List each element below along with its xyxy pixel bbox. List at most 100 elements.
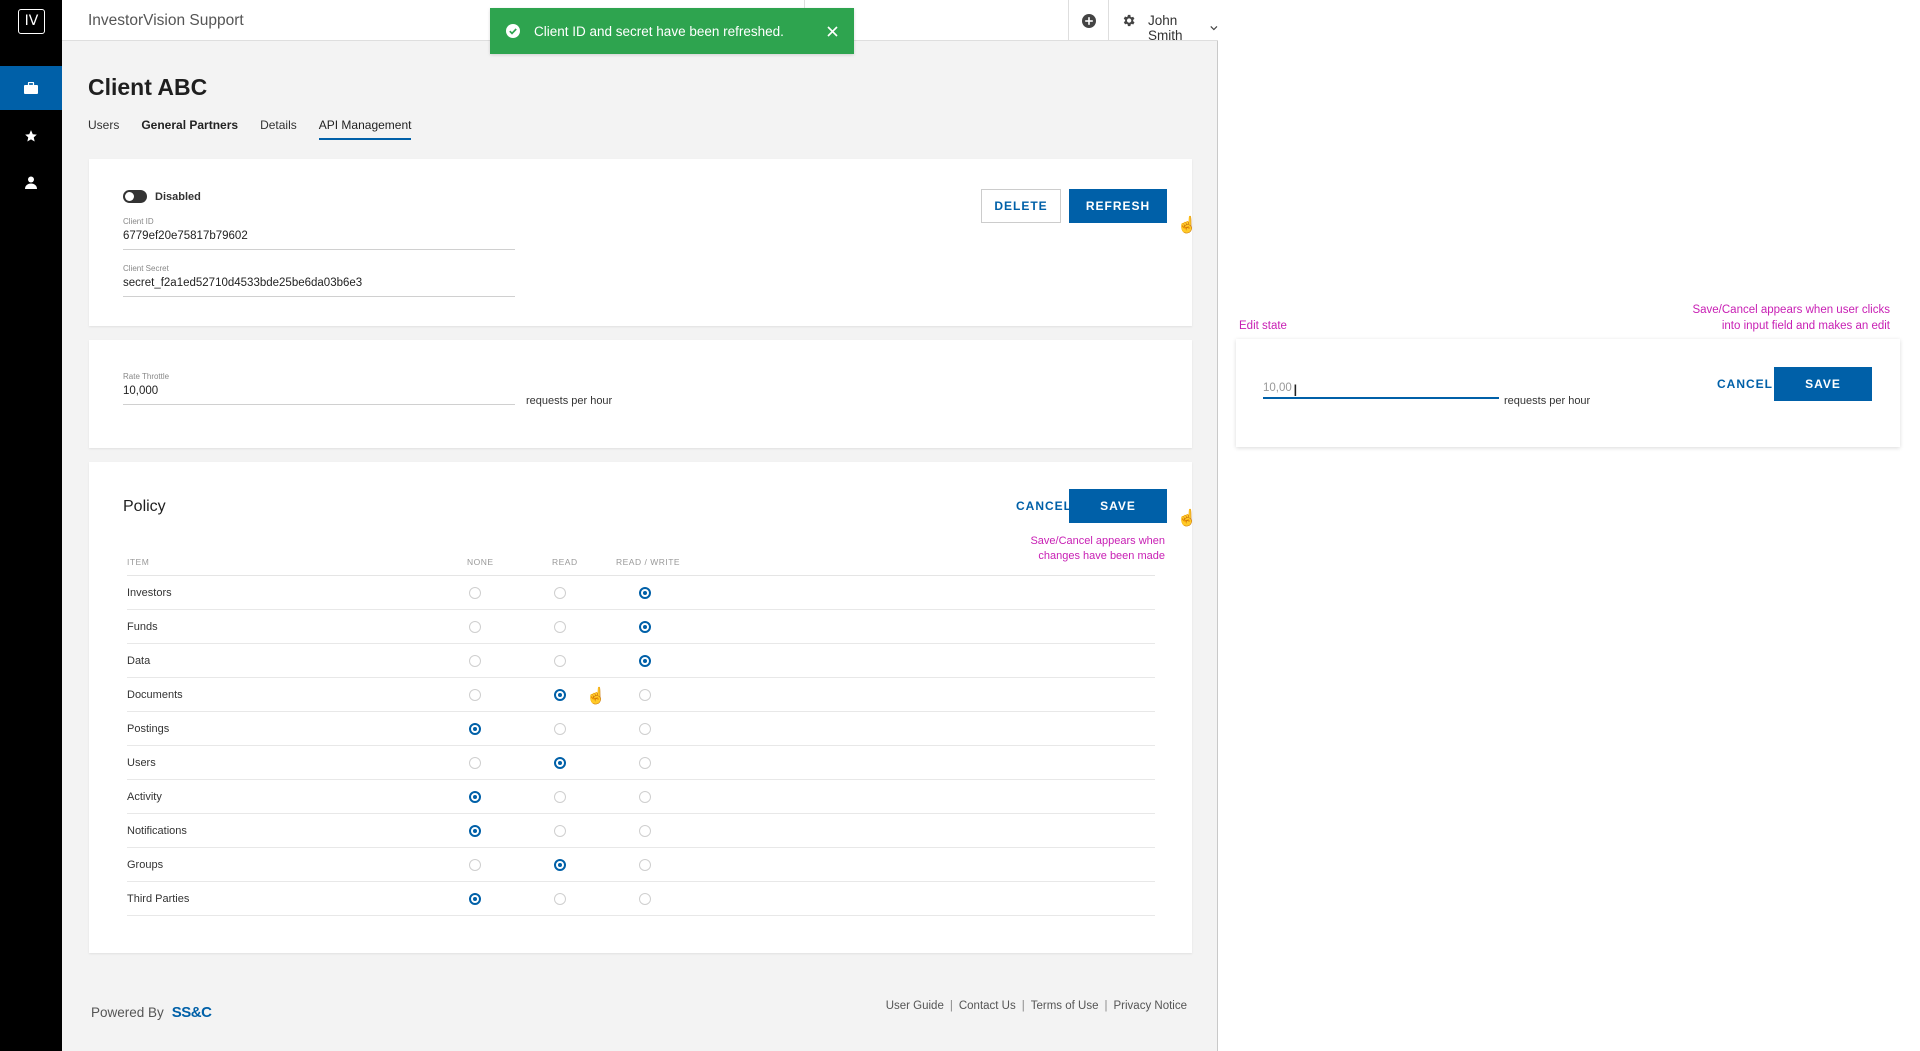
radio-read-write[interactable] <box>639 791 651 803</box>
radio-read[interactable] <box>554 757 566 769</box>
table-header: ITEM NONE READ READ / WRITE <box>127 552 1155 576</box>
radio-read-write[interactable] <box>639 689 651 701</box>
tab-users[interactable]: Users <box>88 118 120 132</box>
search-input[interactable] <box>839 13 1039 28</box>
settings-button[interactable] <box>1108 0 1148 41</box>
radio-none[interactable] <box>469 655 481 667</box>
edit-throttle-input[interactable]: 10,00 <box>1263 382 1499 399</box>
rate-throttle-value[interactable]: 10,000 <box>123 385 159 397</box>
radio-read[interactable] <box>554 655 566 667</box>
policy-item-label: Data <box>127 655 151 667</box>
radio-read-write[interactable] <box>639 757 651 769</box>
briefcase-icon <box>24 82 38 94</box>
policy-title: Policy <box>123 498 166 515</box>
tab-api-management[interactable]: API Management <box>318 118 412 140</box>
radio-none[interactable] <box>469 621 481 633</box>
star-icon <box>25 130 37 142</box>
policy-table: ITEM NONE READ READ / WRITE Investors Fun… <box>127 552 1155 916</box>
refresh-button[interactable]: REFRESH <box>1069 189 1167 223</box>
radio-none[interactable] <box>469 893 481 905</box>
radio-read-write[interactable] <box>639 655 651 667</box>
radio-read-write[interactable] <box>639 893 651 905</box>
radio-none[interactable] <box>469 825 481 837</box>
link-user-guide[interactable]: User Guide <box>885 1000 944 1012</box>
add-button[interactable] <box>1068 0 1108 41</box>
radio-none[interactable] <box>469 723 481 735</box>
link-separator: | <box>949 1000 953 1012</box>
toast-message: Client ID and secret have been refreshed… <box>534 23 784 39</box>
radio-read-write[interactable] <box>639 587 651 599</box>
client-id-label: Client ID <box>123 217 154 226</box>
edit-cancel-button[interactable]: CANCEL <box>1717 377 1773 391</box>
policy-item-label: Postings <box>127 723 170 735</box>
sidebar-item-profile[interactable] <box>0 160 62 204</box>
delete-button[interactable]: DELETE <box>981 189 1061 223</box>
policy-item-label: Users <box>127 757 156 769</box>
edit-save-button[interactable]: SAVE <box>1774 367 1872 401</box>
col-item: ITEM <box>127 557 150 567</box>
table-row: Postings <box>127 712 1155 746</box>
radio-read-write[interactable] <box>639 621 651 633</box>
radio-read[interactable] <box>554 825 566 837</box>
col-read: READ <box>552 557 578 567</box>
radio-none[interactable] <box>469 587 481 599</box>
client-id-field: Client ID 6779ef20e75817b79602 <box>123 217 515 250</box>
table-row: Data <box>127 644 1155 678</box>
tab-general-partners[interactable]: General Partners <box>141 118 239 132</box>
chevron-down-icon <box>1210 26 1218 31</box>
toggle-switch[interactable] <box>123 190 147 203</box>
policy-save-button[interactable]: SAVE <box>1069 489 1167 523</box>
sidebar-item-clients[interactable] <box>0 66 62 110</box>
toggle-label: Disabled <box>155 190 201 203</box>
policy-item-label: Groups <box>127 859 164 871</box>
page-title: Client ABC <box>88 74 208 100</box>
edit-throttle-suffix: requests per hour <box>1504 395 1591 407</box>
radio-read[interactable] <box>554 893 566 905</box>
user-name: John Smith <box>1148 13 1183 43</box>
close-icon[interactable] <box>827 25 838 37</box>
link-separator: | <box>1021 1000 1025 1012</box>
radio-read[interactable] <box>554 791 566 803</box>
link-separator: | <box>1104 1000 1108 1012</box>
radio-read[interactable] <box>554 859 566 871</box>
radio-read-write[interactable] <box>639 723 651 735</box>
radio-read-write[interactable] <box>639 825 651 837</box>
table-row: Investors <box>127 576 1155 610</box>
radio-read[interactable] <box>554 723 566 735</box>
tab-bar: Users General Partners Details API Manag… <box>88 118 412 140</box>
sidebar: IV <box>0 0 62 1051</box>
radio-read-write[interactable] <box>639 859 651 871</box>
policy-item-label: Documents <box>127 689 183 701</box>
sidebar-item-favorites[interactable] <box>0 114 62 158</box>
tab-details[interactable]: Details <box>260 118 297 132</box>
radio-read[interactable] <box>554 621 566 633</box>
edit-state-note: Save/Cancel appears when user clicks int… <box>1600 303 1890 334</box>
enabled-toggle[interactable]: Disabled <box>123 190 201 203</box>
success-toast: Client ID and secret have been refreshed… <box>490 8 854 54</box>
edit-state-label: Edit state <box>1239 320 1287 332</box>
edit-note-line-2: into input field and makes an edit <box>1721 319 1890 332</box>
footer-links: User Guide | Contact Us | Terms of Use |… <box>886 1000 1187 1012</box>
link-terms-of-use[interactable]: Terms of Use <box>1030 1000 1099 1012</box>
text-cursor-icon: I <box>1293 381 1298 400</box>
rate-throttle-field[interactable]: Rate Throttle 10,000 <box>123 372 515 405</box>
link-contact-us[interactable]: Contact Us <box>958 1000 1016 1012</box>
table-row: Users <box>127 746 1155 780</box>
link-privacy-notice[interactable]: Privacy Notice <box>1113 1000 1188 1012</box>
hand-cursor-icon: ☝ <box>1177 217 1197 234</box>
client-secret-value: secret_f2a1ed52710d4533bde25be6da03b6e3 <box>123 277 363 289</box>
radio-read[interactable] <box>554 689 566 701</box>
throttle-card: Rate Throttle 10,000 requests per hour <box>89 340 1192 448</box>
policy-cancel-button[interactable]: CANCEL <box>1016 499 1072 513</box>
user-menu[interactable]: John Smith <box>1148 13 1218 43</box>
policy-item-label: Activity <box>127 791 162 803</box>
edit-state-card: 10,00 requests per hour CANCEL SAVE <box>1236 339 1900 447</box>
radio-none[interactable] <box>469 757 481 769</box>
app-logo[interactable]: IV <box>18 9 45 34</box>
col-none: NONE <box>467 557 494 567</box>
radio-none[interactable] <box>469 791 481 803</box>
radio-none[interactable] <box>469 859 481 871</box>
radio-read[interactable] <box>554 587 566 599</box>
radio-none[interactable] <box>469 689 481 701</box>
policy-rows: Investors Funds Data Documents Postings Users… <box>127 576 1155 916</box>
